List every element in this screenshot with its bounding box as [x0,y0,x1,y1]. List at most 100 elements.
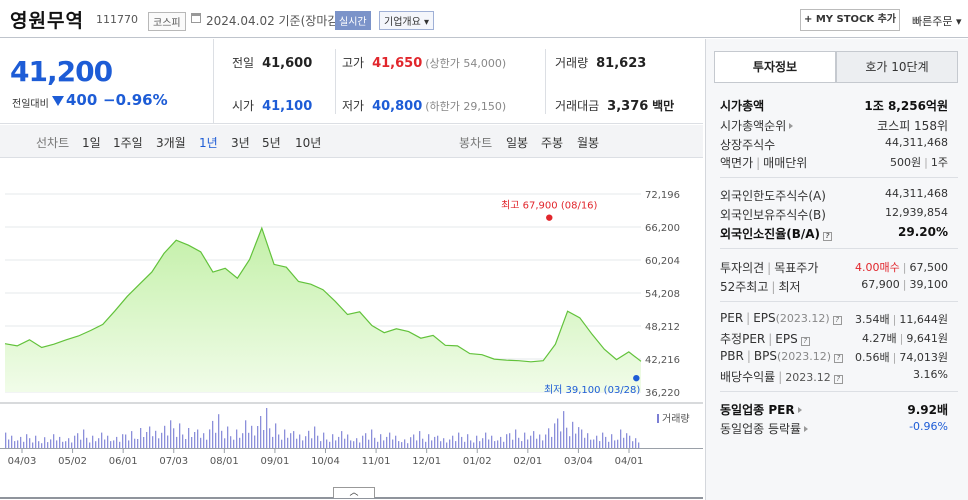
volume-bar [515,429,517,448]
separator: | [767,261,772,275]
trade-amount: 거래대금 3,376 백만 [555,97,674,114]
tab-daily[interactable]: 일봉 [506,136,529,150]
tab-weekly[interactable]: 주봉 [541,136,564,150]
opinion-label: 투자의견 | 목표주가 [720,259,818,276]
foreign-ratio-label[interactable]: 외국인소진율(B/A)? [720,225,833,242]
line-chart-label: 선차트 [36,136,70,150]
volume-bar [521,441,523,448]
y-tick-label: 36,220 [645,388,680,399]
tab-monthly[interactable]: 월봉 [577,136,600,150]
help-icon: ? [823,232,833,241]
volume-bar [569,436,571,448]
volume-bar [299,434,301,448]
volume-bar [323,432,325,448]
volume-bar [434,436,436,448]
volume-bar [62,441,64,448]
volume-bar [629,435,631,448]
amount-unit: 백만 [652,99,675,113]
w52-high-label: 52주최고 [720,280,769,294]
tab-1w[interactable]: 1주일 [113,136,143,150]
opinion-label-text: 투자의견 [720,261,765,275]
volume-bar [476,435,478,448]
volume-bar [608,441,610,448]
add-mystock-button[interactable]: + MY STOCK 추가 [800,9,900,31]
volume-bar [287,437,289,448]
volume-bar [89,442,91,448]
volume-bar [230,436,232,448]
sector-per-label[interactable]: 동일업종 PER [720,401,802,418]
pbr-label: PBR [720,349,744,363]
volume-bar [446,442,448,448]
quick-order-dropdown[interactable]: 빠른주문 ▾ [912,13,962,29]
volume-bar [497,440,499,448]
help-icon[interactable]: ? [834,354,844,363]
volume-bar [518,437,520,448]
volume-bar [269,428,271,448]
volume-bar [182,434,184,448]
stock-code: 111770 [96,13,138,26]
volume-bar [257,426,259,448]
volume-bar [302,440,304,448]
volume-bar [407,443,409,448]
volume-bar [308,430,310,448]
volume-bar [248,432,250,448]
opinion-rating: 4.00매수 [855,261,900,274]
help-icon[interactable]: ? [800,337,810,346]
stock-name: 영원무역 [10,10,84,32]
x-tick-label: 02/01 [513,456,542,467]
help-icon[interactable]: ? [832,316,842,325]
change-label: 전일대비 [12,99,49,110]
separator: | [746,349,751,363]
investment-info-panel: 투자정보 호가 10단계 시가총액 1조 8,256억원 시가총액순위 코스피 … [705,39,968,500]
collapse-chart-button[interactable]: ︿ [333,487,375,498]
volume-bar [254,435,256,448]
sector-change-value: -0.96% [909,420,948,433]
volume-bar [167,435,169,448]
foreign-ratio-value: 29.20% [898,225,948,239]
pbr-bps-label: PBR | BPS(2023.12)? [720,349,844,363]
eper-value-text: 4.27배 [862,332,897,345]
eps-year: (2023.12) [775,312,830,325]
pbr-value: 0.56배 [855,351,890,364]
volume-bar [293,431,295,448]
volume-bar [617,439,619,448]
volume-bar [5,432,7,448]
y-tick-label: 72,196 [645,190,680,201]
volume-bar [614,440,616,448]
chevron-down-icon: ▾ [955,15,962,28]
volume-bar [158,438,160,448]
volume-bar [431,440,433,448]
volume-bar [161,432,163,448]
volume-bar [116,436,118,448]
sector-change-label[interactable]: 동일업종 등락률 [720,420,809,437]
x-tick-label: 12/01 [412,456,441,467]
tab-10y[interactable]: 10년 [295,136,322,150]
realtime-button[interactable]: 실시간 [335,11,371,30]
volume-bar [548,428,550,448]
prev-close-value: 41,600 [262,56,313,71]
volume-bar [101,432,103,448]
tab-5y[interactable]: 5년 [262,136,281,150]
volume-label: 거래량 [555,56,589,70]
per-eps-label: PER | EPS(2023.12)? [720,311,842,325]
volume-bar [221,430,223,448]
upper-limit: (상한가 54,000) [425,57,507,70]
tab-investment-info[interactable]: 투자정보 [714,51,836,83]
cap-rank-label[interactable]: 시가총액순위 [720,117,794,134]
volume-bar [227,426,229,448]
tab-orderbook-10[interactable]: 호가 10단계 [836,51,958,83]
tab-1d[interactable]: 1일 [82,136,101,150]
volume-bar [401,442,403,448]
divider [720,177,958,178]
high-label: 고가 [342,56,365,70]
help-icon[interactable]: ? [833,375,843,384]
volume-bar [491,435,493,448]
tab-3m[interactable]: 3개월 [156,136,186,150]
company-overview-dropdown[interactable]: 기업개요 ▾ [379,11,435,30]
tab-3y[interactable]: 3년 [231,136,250,150]
y-tick-label: 60,204 [645,256,680,267]
tab-1y[interactable]: 1년 [199,136,218,150]
volume-bar [503,441,505,448]
volume-bar [599,441,601,448]
chevron-right-icon [804,426,809,432]
